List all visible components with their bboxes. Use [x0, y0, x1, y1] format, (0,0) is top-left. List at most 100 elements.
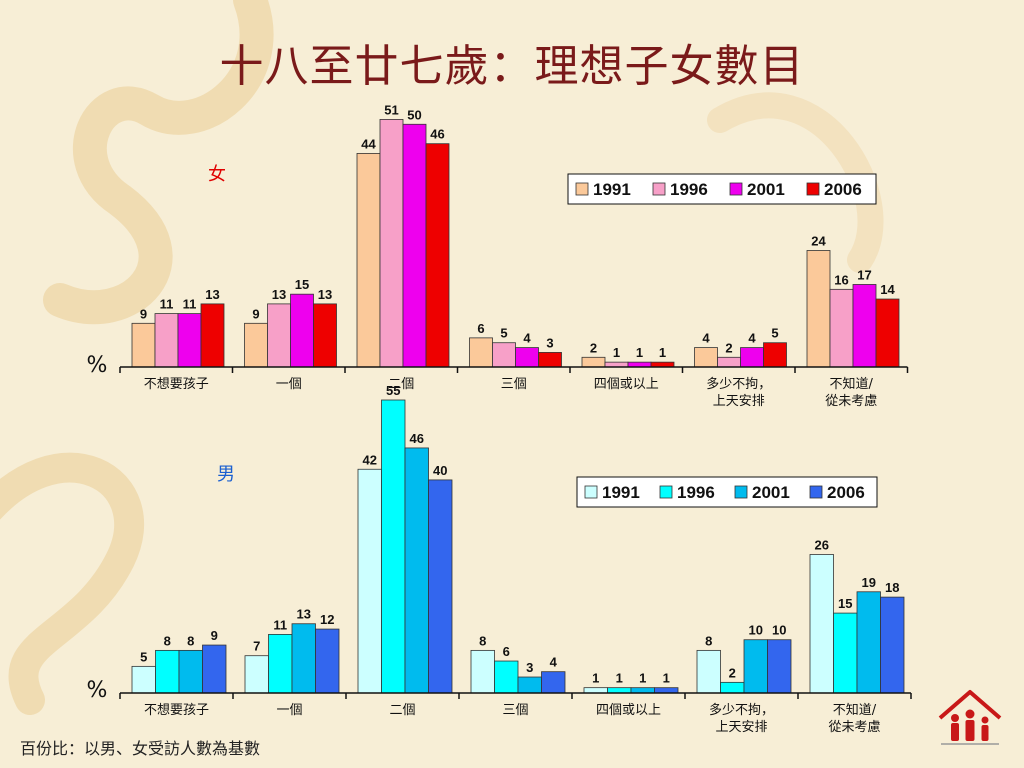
data-label: 9: [252, 306, 259, 321]
bar-1996-0: [155, 649, 180, 694]
legend-swatch: [806, 182, 820, 196]
legend-entry: 2006: [827, 483, 865, 502]
data-label: 5: [500, 326, 507, 341]
bar-1996-1: [268, 634, 293, 694]
bar-1991-2: [356, 152, 381, 368]
bar-1991-3: [469, 337, 493, 368]
bar-1996-3: [494, 660, 519, 694]
bar-1991-3: [470, 649, 495, 694]
bar-1991-6: [809, 554, 834, 694]
bar-2001-2: [402, 123, 427, 368]
bar-1991-0: [131, 322, 156, 368]
data-label: 11: [273, 617, 287, 632]
data-label: 11: [160, 297, 174, 312]
data-label: 15: [838, 596, 852, 611]
category-label: 一個: [276, 703, 302, 718]
data-label: 11: [183, 297, 197, 312]
data-label: 1: [616, 671, 623, 686]
footnote: 百份比：以男、女受訪人數為基數: [20, 739, 261, 758]
bar-2006-2: [425, 143, 450, 368]
bar-1991-4: [581, 356, 606, 368]
category-label: 多少不拘，上天安排: [706, 376, 771, 409]
category-label: 三個: [502, 703, 528, 718]
bar-2001-1: [290, 293, 314, 368]
bar-2006-3: [541, 671, 566, 694]
bar-1991-5: [694, 347, 718, 368]
bar-2001-3: [515, 347, 539, 368]
bar-2006-4: [654, 687, 679, 694]
category-label: 二個: [389, 703, 415, 718]
bar-2001-5: [743, 639, 768, 694]
data-label: 8: [187, 633, 194, 648]
legend-entry: 1991: [602, 483, 640, 502]
bar-1991-4: [583, 687, 608, 694]
data-label: 4: [523, 331, 531, 346]
bar-2006-1: [315, 628, 340, 694]
data-label: 17: [857, 267, 871, 282]
percent-label: %: [87, 678, 108, 703]
data-label: 2: [725, 340, 732, 355]
category-label: 不知道/從未考慮: [825, 376, 877, 409]
data-label: 16: [834, 272, 848, 287]
gender-label: 女: [208, 164, 226, 185]
data-label: 3: [546, 335, 553, 350]
bar-2006-0: [202, 644, 227, 694]
data-label: 26: [815, 537, 829, 552]
bar-2006-2: [428, 479, 453, 694]
bar-1991-1: [244, 655, 269, 694]
data-label: 55: [386, 383, 400, 398]
data-label: 1: [592, 671, 599, 686]
data-label: 5: [771, 326, 778, 341]
data-label: 4: [702, 331, 710, 346]
legend-swatch: [659, 485, 673, 499]
legend: 1991 1996 2001 2006: [567, 173, 877, 205]
legend-swatch: [734, 485, 748, 499]
bar-2001-5: [740, 347, 764, 368]
data-label: 2: [729, 665, 736, 680]
bar-1991-2: [357, 468, 382, 694]
bar-2006-6: [875, 298, 900, 368]
legend-swatch: [584, 485, 598, 499]
bar-1991-0: [131, 665, 156, 694]
bar-2006-6: [880, 596, 905, 694]
gender-label: 男: [217, 464, 235, 485]
data-label: 4: [550, 655, 558, 670]
bar-2001-4: [630, 687, 655, 694]
legend-entry: 2001: [752, 483, 790, 502]
data-label: 13: [205, 287, 219, 302]
legend-entry: 1991: [593, 180, 631, 199]
bar-2006-0: [200, 303, 225, 368]
legend-box: [576, 476, 878, 508]
data-label: 1: [636, 345, 643, 360]
data-label: 10: [749, 623, 763, 638]
bar-2006-3: [538, 352, 562, 368]
legend-entry: 1996: [670, 180, 708, 199]
data-label: 6: [503, 644, 510, 659]
data-label: 8: [164, 633, 171, 648]
bar-2001-0: [177, 313, 202, 368]
data-label: 8: [479, 633, 486, 648]
bar-1991-1: [244, 322, 268, 368]
page-title: 十八至廿七歲：理想子女數目: [219, 41, 805, 92]
category-label: 不知道/從未考慮: [828, 702, 880, 735]
data-label: 6: [477, 321, 484, 336]
bar-2001-2: [404, 447, 429, 694]
legend-box: [567, 173, 877, 205]
data-label: 44: [361, 136, 376, 151]
legend-entry: 2006: [824, 180, 862, 199]
bar-1996-1: [267, 303, 291, 368]
legend-entry: 2001: [747, 180, 785, 199]
data-label: 1: [659, 345, 666, 360]
data-label: 51: [384, 102, 398, 117]
bar-2006-1: [313, 303, 337, 368]
bar-1996-2: [381, 399, 406, 694]
bar-1996-5: [717, 356, 741, 368]
bar-2001-6: [856, 591, 881, 694]
data-label: 18: [885, 580, 899, 595]
bar-2001-3: [517, 676, 542, 694]
data-label: 42: [363, 452, 377, 467]
bar-1991-5: [696, 649, 721, 694]
category-label: 不想要孩子: [144, 702, 209, 718]
